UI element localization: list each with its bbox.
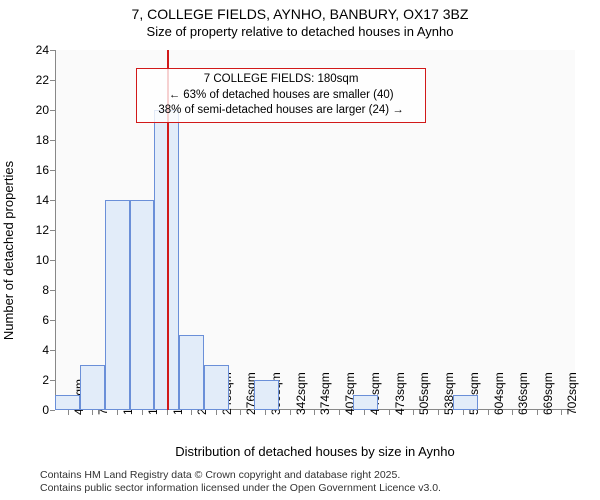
x-tick-label: 374sqm [318, 372, 332, 415]
x-axis-label: Distribution of detached houses by size … [55, 444, 575, 459]
y-tick-mark [50, 50, 55, 51]
y-tick-mark [50, 80, 55, 81]
y-tick-mark [50, 350, 55, 351]
x-tick-label: 669sqm [541, 372, 555, 415]
histogram-bar [55, 395, 80, 410]
y-axis-label: Number of detached properties [0, 0, 18, 500]
x-tick-mark [413, 410, 414, 415]
y-tick-mark [50, 200, 55, 201]
x-tick-mark [68, 410, 69, 415]
x-tick-mark [240, 410, 241, 415]
x-tick-mark [438, 410, 439, 415]
attribution-line-1: Contains HM Land Registry data © Crown c… [40, 469, 441, 483]
x-tick-mark [488, 410, 489, 415]
x-tick-mark [216, 410, 217, 415]
histogram-bar [105, 200, 130, 410]
x-tick-mark [512, 410, 513, 415]
y-tick-mark [50, 140, 55, 141]
y-tick-mark [50, 290, 55, 291]
x-tick-label: 473sqm [393, 372, 407, 415]
y-tick-mark [50, 260, 55, 261]
annotation-line3: 38% of semi-detached houses are larger (… [143, 103, 419, 119]
chart-title: 7, COLLEGE FIELDS, AYNHO, BANBURY, OX17 … [0, 6, 600, 22]
x-tick-mark [561, 410, 562, 415]
x-tick-mark [290, 410, 291, 415]
x-tick-mark [389, 410, 390, 415]
y-tick-mark [50, 170, 55, 171]
histogram-bar [453, 395, 478, 410]
x-tick-label: 342sqm [294, 372, 308, 415]
x-tick-label: 505sqm [417, 372, 431, 415]
annotation-box: 7 COLLEGE FIELDS: 180sqm← 63% of detache… [136, 68, 426, 123]
histogram-bar [353, 395, 378, 410]
x-tick-mark [117, 410, 118, 415]
annotation-line1: 7 COLLEGE FIELDS: 180sqm [143, 72, 419, 88]
x-tick-mark [167, 410, 168, 415]
x-tick-mark [314, 410, 315, 415]
x-tick-mark [142, 410, 143, 415]
x-tick-mark [265, 410, 266, 415]
x-tick-mark [537, 410, 538, 415]
annotation-line2: ← 63% of detached houses are smaller (40… [143, 88, 419, 104]
chart-subtitle: Size of property relative to detached ho… [0, 24, 600, 39]
x-tick-mark [92, 410, 93, 415]
chart-root: { "title": "7, COLLEGE FIELDS, AYNHO, BA… [0, 0, 600, 500]
attribution-line-2: Contains public sector information licen… [40, 482, 441, 496]
x-tick-label: 604sqm [492, 372, 506, 415]
x-tick-mark [191, 410, 192, 415]
y-tick-mark [50, 110, 55, 111]
y-axis-label-text: Number of detached properties [2, 160, 17, 339]
histogram-bar [179, 335, 204, 410]
histogram-bar [204, 365, 229, 410]
x-tick-mark [463, 410, 464, 415]
histogram-bar [254, 380, 279, 410]
y-tick-mark [50, 320, 55, 321]
attribution: Contains HM Land Registry data © Crown c… [40, 469, 441, 496]
plot-area: 02468101214161820222447sqm79sqm112sqm145… [55, 50, 575, 410]
histogram-bar [130, 200, 155, 410]
x-tick-mark [364, 410, 365, 415]
y-tick-mark [50, 230, 55, 231]
x-tick-mark [339, 410, 340, 415]
y-tick-mark [50, 380, 55, 381]
histogram-bar [80, 365, 105, 410]
x-tick-label: 702sqm [565, 372, 579, 415]
y-tick-mark [50, 410, 55, 411]
x-tick-label: 636sqm [516, 372, 530, 415]
